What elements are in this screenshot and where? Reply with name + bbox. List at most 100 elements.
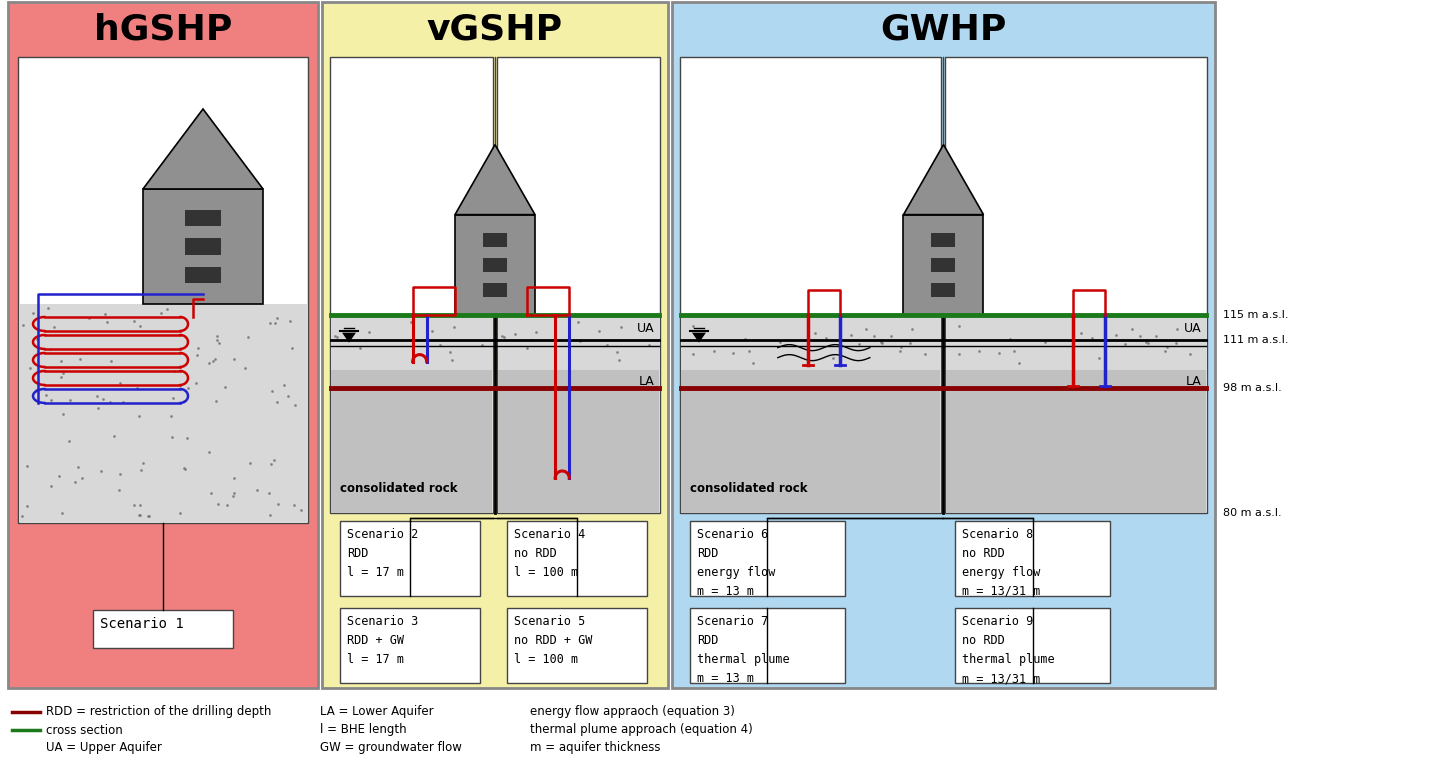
Point (87, 402, 110, 414)
Point (123, 315, 146, 328)
Point (1007, 357, 1030, 370)
Point (442, 321, 464, 333)
Point (163, 365, 186, 378)
Text: Scenario 1: Scenario 1 (100, 617, 184, 631)
Text: 111 m a.s.l.: 111 m a.s.l. (1223, 335, 1289, 345)
Text: LA: LA (639, 375, 654, 388)
Point (266, 311, 289, 324)
Bar (19, 57, 309, 523)
Point (872, 337, 895, 349)
Point (1035, 336, 1057, 349)
Point (503, 328, 526, 340)
Point (900, 323, 923, 335)
Point (59, 394, 81, 406)
Point (200, 487, 223, 499)
Bar (507, 608, 647, 683)
Text: m = aquifer thickness: m = aquifer thickness (530, 742, 660, 754)
Point (1165, 336, 1187, 349)
Bar (956, 608, 1110, 683)
Point (259, 317, 282, 329)
Bar (184, 239, 221, 254)
Point (149, 307, 171, 320)
Bar (143, 189, 263, 304)
Text: RDD = restriction of the drilling depth: RDD = restriction of the drilling depth (46, 705, 272, 718)
Point (201, 355, 224, 367)
Point (889, 344, 912, 356)
Point (682, 347, 704, 360)
Point (879, 329, 902, 342)
Bar (680, 57, 942, 513)
Bar (946, 370, 1206, 513)
Point (1153, 344, 1176, 356)
Polygon shape (692, 332, 706, 342)
Point (10, 509, 33, 522)
Bar (507, 521, 647, 596)
Point (223, 472, 246, 484)
Point (233, 362, 256, 374)
Point (131, 457, 154, 470)
Point (126, 382, 149, 395)
Bar (932, 257, 956, 271)
Point (470, 339, 493, 352)
Point (93, 307, 116, 320)
Point (440, 353, 463, 366)
Point (50, 355, 73, 367)
Text: 80 m a.s.l.: 80 m a.s.l. (1223, 508, 1282, 518)
Point (722, 347, 745, 360)
Text: thermal plume approach (equation 4): thermal plume approach (equation 4) (530, 724, 753, 736)
Point (855, 323, 877, 335)
Bar (483, 282, 507, 296)
Point (1080, 332, 1103, 344)
Bar (497, 314, 659, 370)
Bar (330, 57, 493, 513)
Point (259, 509, 282, 521)
Point (161, 431, 184, 443)
Point (129, 498, 151, 511)
Bar (682, 370, 940, 513)
Point (161, 392, 184, 405)
Point (40, 480, 63, 492)
Point (109, 484, 131, 496)
Bar (322, 2, 667, 688)
Text: UA: UA (1185, 322, 1202, 335)
Point (1113, 338, 1136, 350)
Point (1105, 328, 1127, 341)
Point (214, 381, 237, 393)
Point (51, 367, 74, 379)
Point (913, 348, 936, 360)
Point (177, 381, 200, 394)
Point (267, 498, 290, 510)
Point (1087, 352, 1110, 364)
Point (587, 325, 610, 338)
Bar (332, 370, 492, 513)
Polygon shape (342, 332, 356, 342)
Text: energy flow appraoch (equation 3): energy flow appraoch (equation 3) (530, 705, 735, 718)
Point (90, 465, 113, 477)
Point (111, 396, 134, 409)
Point (39, 343, 61, 356)
Text: Scenario 2
RDD
l = 17 m: Scenario 2 RDD l = 17 m (347, 528, 419, 579)
Point (70, 471, 93, 484)
Text: Scenario 3
RDD + GW
l = 17 m: Scenario 3 RDD + GW l = 17 m (347, 615, 419, 666)
Point (567, 315, 590, 328)
Point (47, 470, 70, 482)
Point (815, 332, 837, 344)
Bar (956, 521, 1110, 596)
Bar (93, 610, 233, 648)
Text: Scenario 5
no RDD + GW
l = 100 m: Scenario 5 no RDD + GW l = 100 m (514, 615, 593, 666)
Bar (322, 2, 667, 688)
Point (280, 342, 303, 354)
Point (520, 334, 543, 346)
Point (1156, 341, 1179, 353)
Point (516, 342, 539, 355)
Point (169, 507, 191, 519)
Text: Scenario 9
no RDD
thermal plume
m = 13/31 m: Scenario 9 no RDD thermal plume m = 13/3… (963, 615, 1055, 685)
Point (493, 331, 516, 343)
Point (66, 460, 89, 473)
Point (50, 370, 73, 383)
Point (606, 346, 629, 359)
Point (1135, 335, 1157, 348)
Point (156, 303, 179, 316)
Point (357, 325, 380, 338)
Point (197, 357, 220, 370)
